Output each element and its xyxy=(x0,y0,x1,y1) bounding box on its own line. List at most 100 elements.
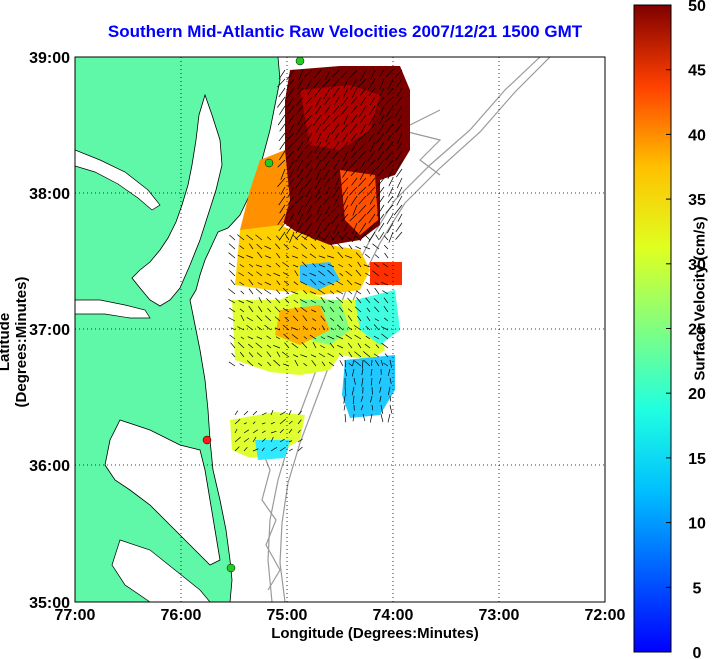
velocity-vector xyxy=(278,195,286,206)
velocity-vector xyxy=(234,410,239,416)
velocity-vector xyxy=(305,159,313,168)
velocity-vector xyxy=(278,132,286,142)
colorbar-label: Surface Velocity (cm/s) xyxy=(691,216,709,381)
velocity-vector xyxy=(324,105,331,114)
velocity-vector xyxy=(297,78,304,89)
velocity-vector xyxy=(395,150,403,162)
velocity-vector xyxy=(239,351,245,358)
velocity-vector xyxy=(383,297,389,304)
velocity-vector xyxy=(396,87,403,97)
velocity-vector xyxy=(309,253,317,259)
velocity-vector xyxy=(374,359,380,367)
velocity-vector xyxy=(352,395,355,405)
velocity-vector xyxy=(358,213,367,223)
velocity-vector xyxy=(376,204,385,216)
velocity-vector xyxy=(342,195,349,207)
velocity-vector xyxy=(321,141,331,151)
x-tick-label: 74:00 xyxy=(373,607,414,624)
velocity-vector xyxy=(264,281,272,286)
velocity-vector xyxy=(373,335,380,340)
velocity-vector xyxy=(353,377,356,385)
velocity-vector xyxy=(239,245,245,250)
velocity-vector xyxy=(231,352,236,358)
velocity-vector xyxy=(387,168,394,179)
colorbar-tick-label: 0 xyxy=(693,645,702,659)
velocity-vector xyxy=(248,243,254,250)
velocity-vector xyxy=(380,404,384,414)
velocity-vector xyxy=(288,440,293,443)
velocity-vector xyxy=(314,96,322,108)
velocity-vector xyxy=(377,168,385,177)
velocity-vector xyxy=(372,270,380,277)
velocity-vector xyxy=(304,222,313,234)
velocity-vector xyxy=(360,87,367,96)
velocity-vector xyxy=(301,254,308,259)
velocity-vector xyxy=(374,282,380,286)
velocity-vector xyxy=(306,132,313,141)
velocity-vector xyxy=(278,69,286,80)
velocity-vector xyxy=(376,159,385,170)
velocity-vector xyxy=(234,428,238,434)
velocity-vector xyxy=(377,177,385,187)
velocity-vector xyxy=(318,270,326,277)
colorbar-tick-label: 20 xyxy=(688,386,706,403)
velocity-vector xyxy=(376,132,385,144)
velocity-vector xyxy=(228,317,236,322)
velocity-vector xyxy=(322,213,331,222)
velocity-vector xyxy=(369,96,376,106)
velocity-vector xyxy=(332,114,340,123)
velocity-vector xyxy=(306,204,313,215)
velocity-vector xyxy=(339,235,344,241)
x-axis-label: Longitude (Degrees:Minutes) xyxy=(271,625,479,642)
velocity-vector xyxy=(295,123,304,136)
velocity-vector xyxy=(288,123,295,134)
velocity-vector xyxy=(320,245,326,250)
velocity-vector xyxy=(264,245,272,250)
velocity-vector xyxy=(228,262,236,268)
velocity-vector xyxy=(375,344,380,349)
velocity-vector xyxy=(329,290,335,295)
velocity-vector xyxy=(366,316,371,322)
velocity-vector xyxy=(297,410,302,416)
velocity-vector xyxy=(306,150,313,159)
velocity-vector xyxy=(289,168,295,178)
velocity-vector xyxy=(286,69,295,81)
velocity-vector xyxy=(381,333,389,340)
velocity-vector xyxy=(368,87,376,97)
velocity-vector xyxy=(314,159,322,170)
velocity-vector xyxy=(378,377,382,384)
velocity-vector xyxy=(379,114,385,124)
velocity-vector xyxy=(274,306,281,313)
y-axis-label: Latitude (Degrees:Minutes) xyxy=(0,276,30,408)
velocity-vector xyxy=(286,87,295,99)
velocity-vector xyxy=(383,305,389,313)
velocity-vector xyxy=(355,252,362,259)
velocity-vector xyxy=(296,87,304,96)
velocity-vector xyxy=(387,222,394,234)
velocity-vector xyxy=(330,78,340,90)
velocity-vector xyxy=(366,186,376,197)
velocity-vector xyxy=(270,447,278,452)
velocity-vector xyxy=(304,213,313,223)
velocity-vector xyxy=(318,264,326,268)
velocity-vector xyxy=(385,105,394,118)
velocity-vector xyxy=(359,168,367,180)
velocity-vector xyxy=(332,186,340,198)
velocity-vector xyxy=(292,354,299,358)
velocity-vector xyxy=(315,186,322,198)
plot-frame xyxy=(74,56,606,603)
velocity-vector xyxy=(354,281,362,286)
velocity-vector xyxy=(297,419,302,425)
velocity-vector xyxy=(288,420,293,425)
velocity-vector xyxy=(323,123,331,132)
velocity-vector xyxy=(299,299,308,304)
velocity-vector xyxy=(372,243,380,250)
velocity-vector xyxy=(243,446,248,452)
velocity-vector xyxy=(297,438,303,443)
velocity-vector xyxy=(307,87,313,96)
velocity-vector xyxy=(266,335,272,340)
velocity-vector xyxy=(350,96,358,105)
velocity-vector xyxy=(294,359,299,367)
velocity-vector xyxy=(295,177,304,189)
velocity-vector xyxy=(312,326,317,331)
